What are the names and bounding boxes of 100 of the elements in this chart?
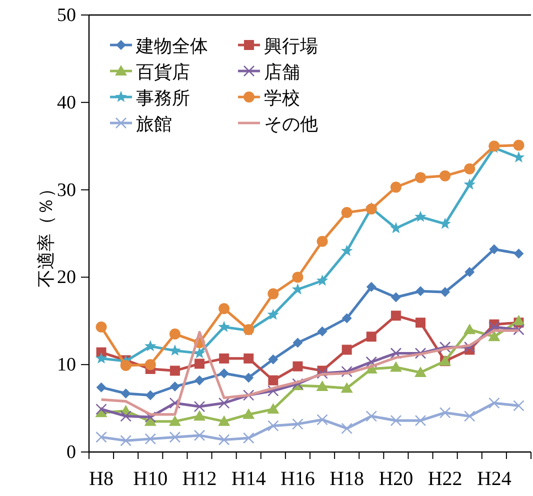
- legend-label: 百貨店: [136, 62, 190, 83]
- point: [218, 397, 230, 409]
- point: [390, 310, 401, 321]
- y-tick-label: 20: [57, 267, 76, 288]
- legend-label: その他: [264, 114, 318, 135]
- legend-label: 事務所: [136, 88, 190, 109]
- point: [194, 430, 206, 442]
- x-tick-label: H14: [231, 468, 266, 490]
- point: [144, 433, 156, 445]
- point: [416, 286, 426, 296]
- x-tick-label: H22: [428, 468, 462, 490]
- point: [169, 328, 180, 340]
- point: [218, 303, 230, 314]
- x-tick-label: H24: [476, 468, 512, 490]
- point: [267, 308, 280, 320]
- point: [144, 340, 156, 352]
- point: [488, 330, 500, 342]
- y-tick-label: 10: [57, 354, 76, 376]
- point: [489, 244, 500, 254]
- x-tick-label: H16: [280, 468, 315, 490]
- point: [439, 407, 451, 418]
- point: [170, 366, 180, 376]
- point: [145, 390, 156, 400]
- point: [390, 292, 401, 302]
- point: [194, 358, 204, 369]
- point: [168, 415, 181, 426]
- point: [464, 266, 475, 277]
- point: [95, 352, 108, 364]
- legend-label: 旅館: [136, 114, 172, 135]
- point: [268, 420, 279, 432]
- point: [292, 361, 303, 372]
- legend-label: 店舗: [264, 62, 300, 83]
- point: [390, 222, 402, 234]
- y-tick-label: 0: [66, 442, 76, 463]
- point: [342, 344, 352, 355]
- point: [268, 375, 278, 386]
- x-tick-label: H10: [133, 468, 168, 490]
- point: [390, 361, 402, 372]
- point: [194, 347, 206, 358]
- point: [120, 410, 132, 422]
- point: [194, 410, 206, 421]
- point: [316, 274, 328, 286]
- point: [464, 324, 476, 334]
- point: [488, 397, 500, 409]
- point: [464, 163, 476, 174]
- point: [268, 288, 279, 300]
- point: [513, 324, 524, 336]
- point: [169, 344, 181, 356]
- point: [513, 140, 524, 151]
- x-tick-label: H20: [378, 468, 414, 490]
- legend-label: 建物全体: [135, 36, 208, 57]
- point: [96, 404, 107, 415]
- point: [218, 415, 230, 426]
- point: [414, 414, 426, 426]
- point: [244, 353, 254, 364]
- point: [267, 403, 280, 414]
- x-tick-label: H12: [182, 468, 217, 490]
- point: [170, 381, 180, 392]
- point: [414, 366, 426, 377]
- point: [96, 431, 107, 443]
- point: [242, 408, 255, 419]
- point: [514, 248, 524, 259]
- point: [96, 322, 107, 333]
- point: [342, 313, 352, 324]
- point: [416, 318, 426, 328]
- point: [340, 382, 353, 393]
- x-tick-label: H8: [89, 468, 114, 490]
- point: [268, 354, 278, 364]
- point: [242, 432, 254, 444]
- point: [340, 244, 353, 256]
- legend-label: 学校: [264, 88, 300, 109]
- point: [316, 380, 328, 391]
- point: [415, 172, 426, 184]
- point: [218, 434, 230, 446]
- point: [194, 400, 206, 412]
- point: [366, 282, 376, 292]
- x-tick-label: H18: [330, 468, 364, 490]
- point: [366, 410, 378, 422]
- point: [390, 348, 402, 359]
- point: [316, 414, 328, 426]
- point: [341, 366, 352, 378]
- point: [219, 353, 230, 364]
- point: [316, 236, 328, 247]
- y-tick-label: 50: [57, 5, 76, 26]
- point: [144, 359, 156, 370]
- point: [439, 341, 451, 353]
- point: [169, 431, 181, 443]
- point: [317, 326, 328, 336]
- point: [194, 375, 204, 386]
- point: [244, 372, 254, 383]
- point: [414, 348, 426, 359]
- point: [440, 287, 450, 298]
- point: [341, 207, 352, 218]
- point: [488, 321, 500, 333]
- point: [513, 400, 524, 412]
- point: [96, 382, 106, 392]
- point: [219, 368, 230, 378]
- point: [316, 368, 328, 379]
- point: [390, 414, 402, 426]
- point: [218, 320, 230, 332]
